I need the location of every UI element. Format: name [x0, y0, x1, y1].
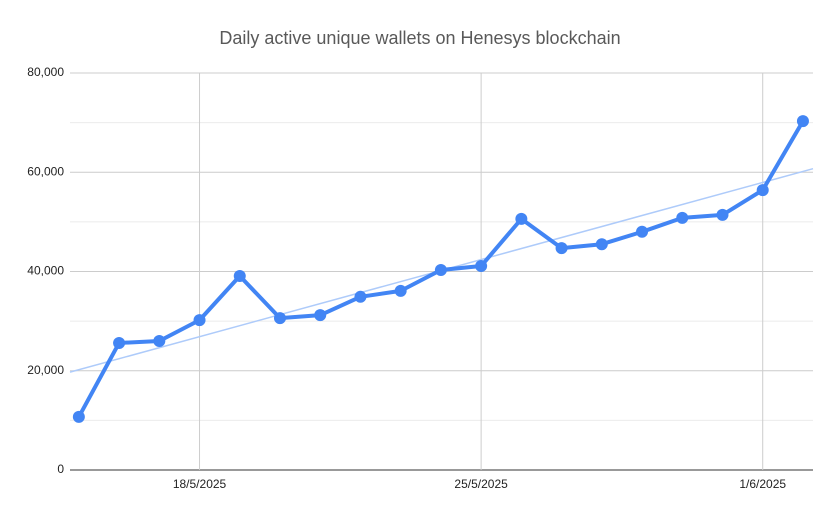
x-tick-label: 18/5/2025 — [173, 477, 227, 491]
point — [636, 225, 649, 238]
y-tick-label: 60,000 — [27, 164, 64, 178]
point — [595, 238, 608, 251]
y-tick-label: 20,000 — [27, 363, 64, 377]
point — [153, 334, 166, 347]
point — [354, 290, 367, 303]
point — [113, 336, 126, 349]
y-tick-label: 0 — [57, 462, 64, 476]
y-tick-label: 80,000 — [27, 65, 64, 79]
point — [796, 115, 809, 128]
x-tick-label: 1/6/2025 — [739, 477, 786, 491]
point — [756, 184, 769, 197]
point — [676, 211, 689, 224]
point — [434, 264, 447, 277]
point — [716, 208, 729, 221]
point — [394, 284, 407, 297]
point — [314, 309, 327, 322]
point — [193, 314, 206, 327]
point — [555, 242, 568, 255]
point — [475, 260, 488, 273]
x-tick-label: 25/5/2025 — [454, 477, 508, 491]
point — [72, 410, 85, 423]
chart-title: Daily active unique wallets on Henesys b… — [219, 28, 620, 48]
point — [515, 212, 528, 225]
point — [233, 269, 246, 282]
y-tick-label: 40,000 — [27, 264, 64, 278]
point — [273, 312, 286, 325]
